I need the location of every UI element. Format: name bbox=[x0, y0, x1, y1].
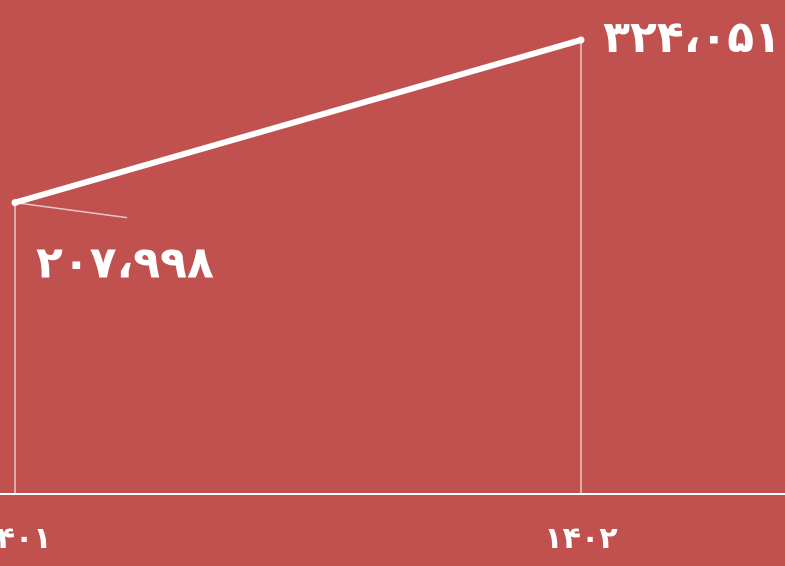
drop-lines bbox=[14, 40, 582, 494]
data-points bbox=[11, 36, 585, 207]
data-label: ۳۲۴،۰۵۱ bbox=[603, 12, 781, 63]
x-tick-label: ۱۴۰۲ bbox=[544, 521, 617, 556]
data-point bbox=[577, 36, 585, 44]
data-label-leader-line bbox=[14, 201, 128, 219]
data-point bbox=[11, 199, 19, 207]
data-labels: ۲۰۷،۹۹۸ ۳۲۴،۰۵۱ bbox=[36, 12, 781, 289]
data-label: ۲۰۷،۹۹۸ bbox=[36, 238, 214, 289]
series-line bbox=[12, 37, 584, 206]
